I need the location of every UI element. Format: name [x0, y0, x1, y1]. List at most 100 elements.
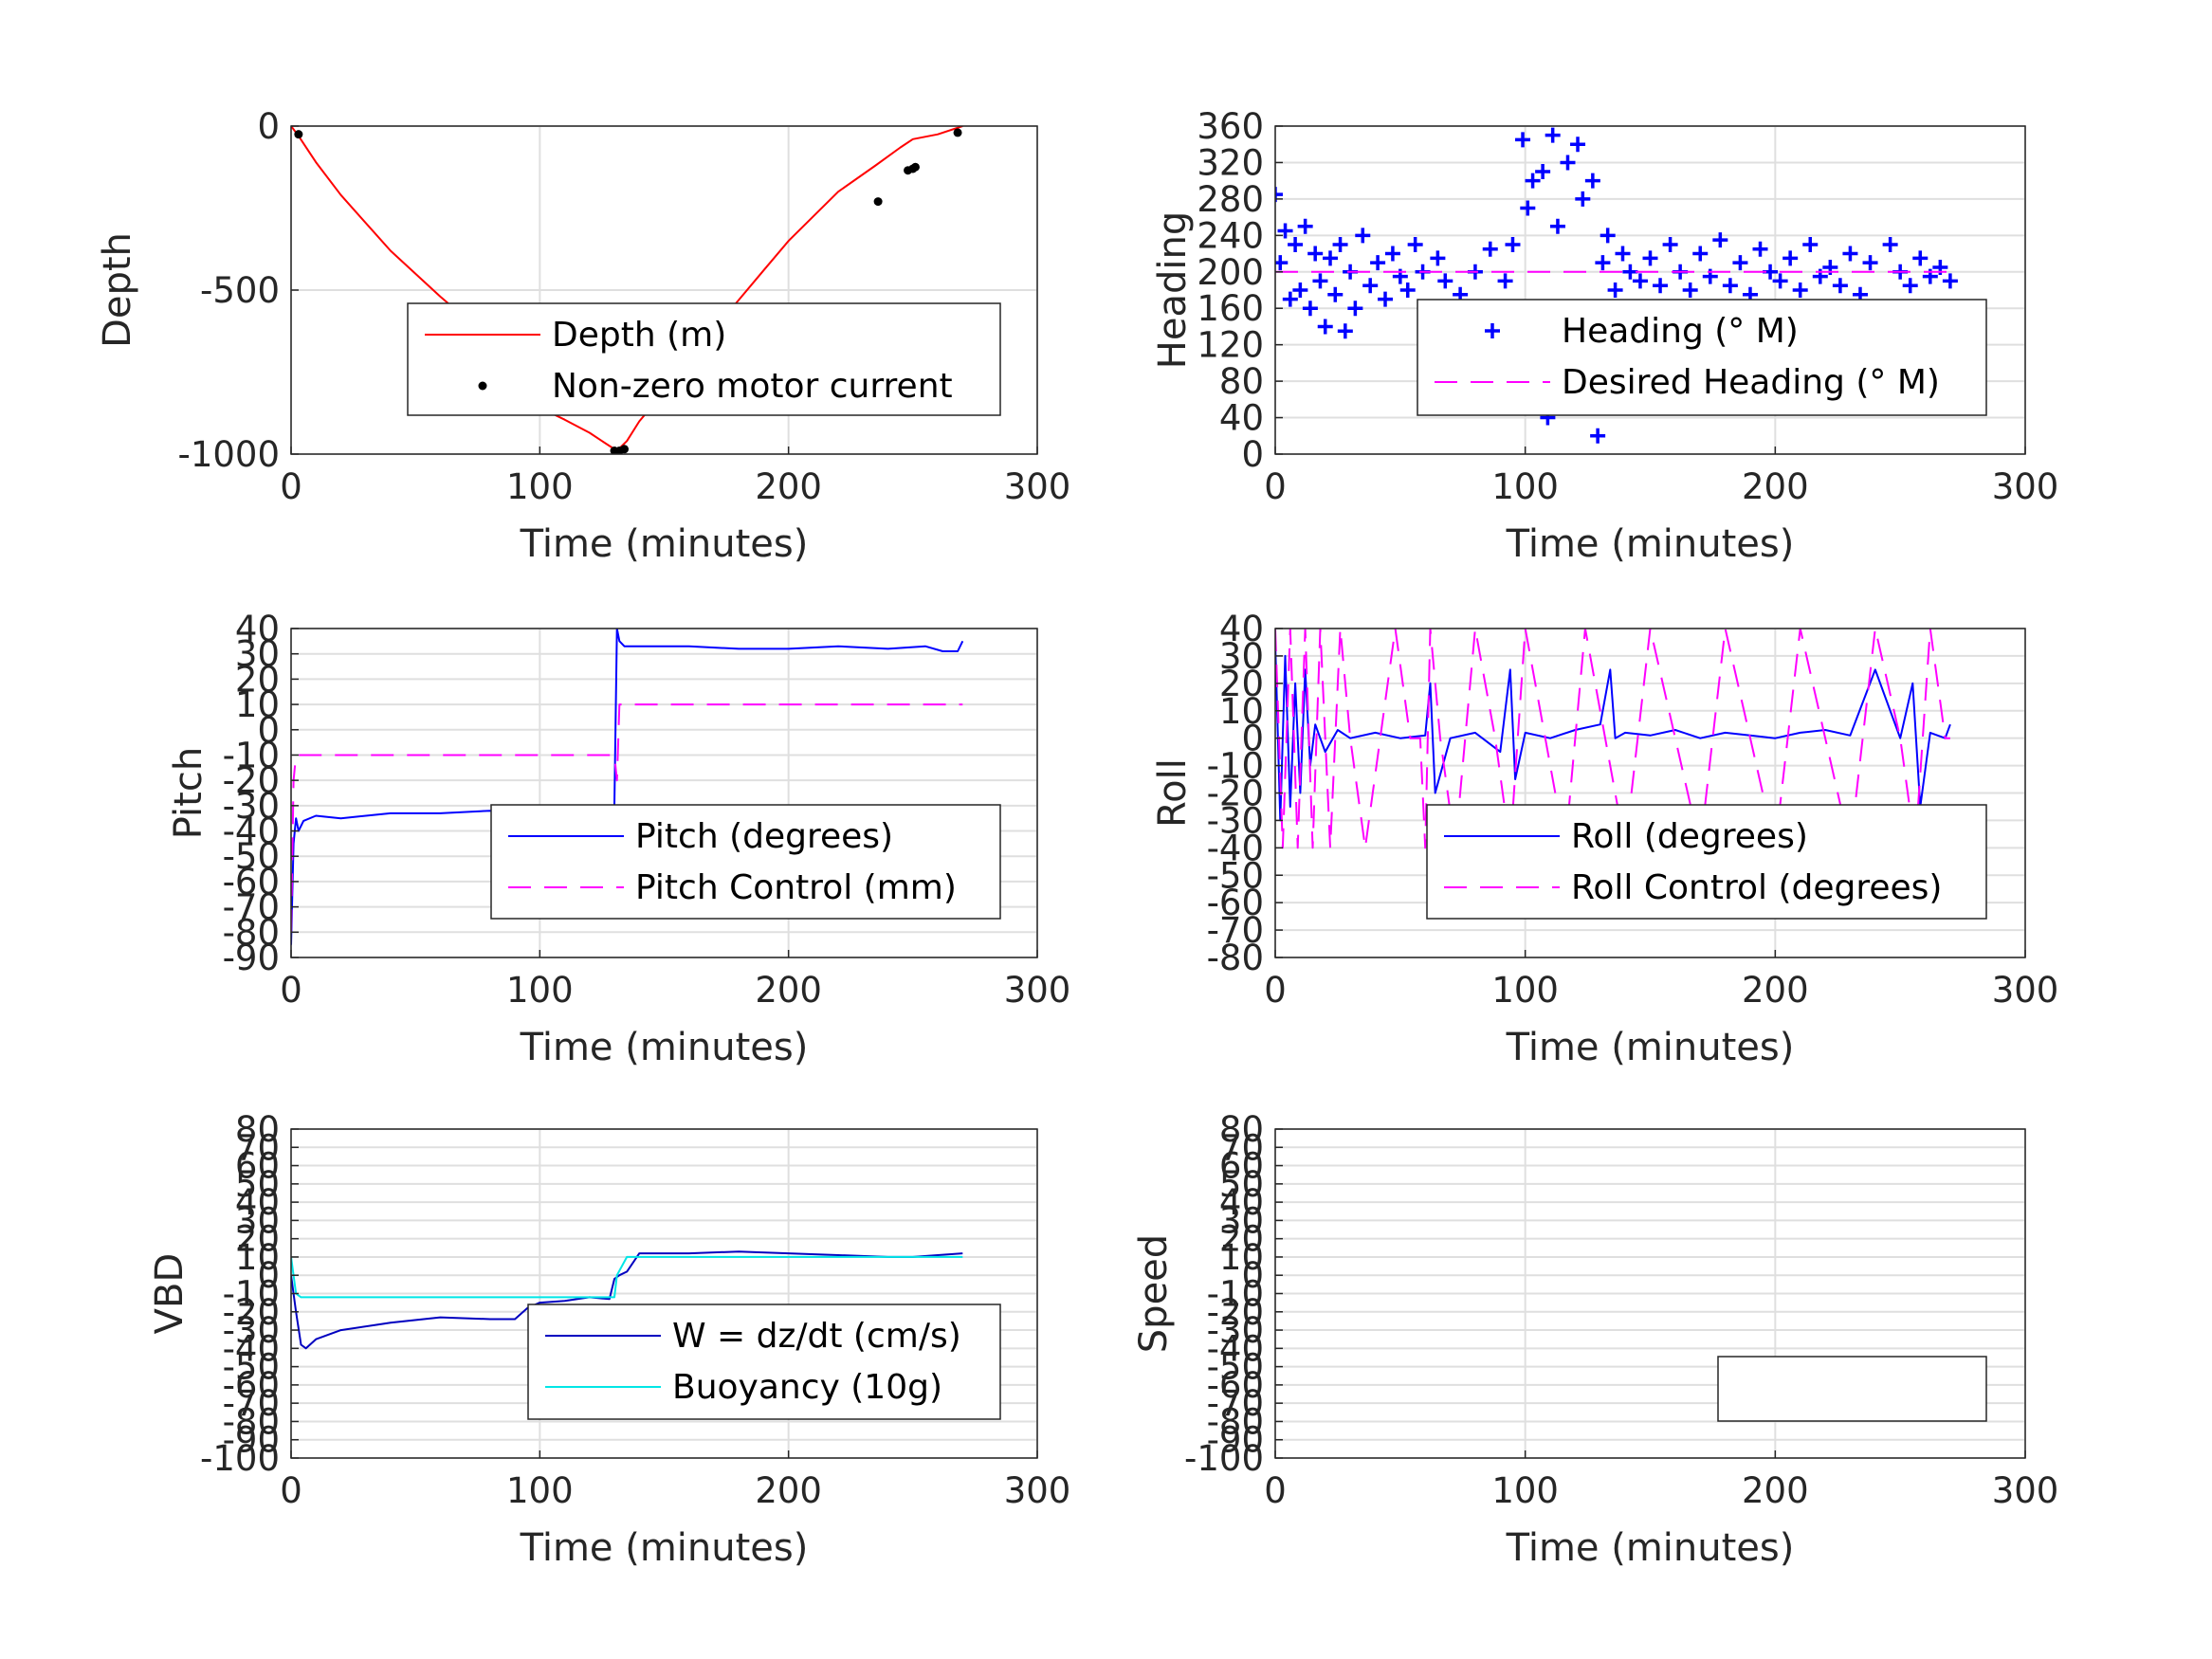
- heading-series-0-point-68: [1712, 232, 1728, 248]
- depth-xlabel: Time (minutes): [520, 522, 809, 566]
- vbd-legend-box: [527, 1304, 1001, 1420]
- heading-xlabel: Time (minutes): [1506, 522, 1795, 566]
- vbd-ytick-label-4: -60: [223, 1365, 280, 1406]
- roll-ytick-label-5: -30: [1207, 800, 1264, 841]
- vbd-ytick-label-12: 20: [235, 1219, 280, 1260]
- heading-series-0-point-40: [1520, 200, 1536, 216]
- roll-ytick-label-0: -80: [1207, 938, 1264, 978]
- heading-series-0-point-80: [1832, 278, 1848, 294]
- vbd-ytick-label-8: -20: [223, 1292, 280, 1333]
- pitch-ytick-label-1: -80: [223, 912, 280, 953]
- pitch-legend: Pitch (degrees) Pitch Control (mm): [490, 804, 1001, 920]
- pitch-ytick-label-8: -10: [223, 735, 280, 775]
- pitch-xtick-label-3: 300: [1004, 970, 1071, 1011]
- roll-legend: Roll (degrees) Roll Control (degrees): [1426, 804, 1987, 920]
- heading-series-0-point-54: [1590, 428, 1606, 444]
- depth-legend: Depth (m) Non-zero motor current: [407, 302, 1001, 416]
- heading-series-0-point-14: [1337, 323, 1353, 339]
- heading-series-0-point-36: [1497, 273, 1513, 289]
- heading-ytick-label-5: 200: [1197, 252, 1264, 293]
- vbd-xtick-label-3: 300: [1004, 1470, 1071, 1511]
- depth-ytick-label-1: -500: [200, 270, 280, 311]
- roll-ytick-label-4: -40: [1207, 828, 1264, 868]
- vbd-ytick-label-18: 80: [235, 1109, 280, 1150]
- vbd-legend-label-1: Buoyancy (10g): [672, 1368, 942, 1407]
- subplot-roll: 0 100 200 300-80-70-60-50-40-30-20-10010203…: [1151, 609, 2058, 1069]
- pitch-ytick-label-4: -50: [223, 836, 280, 877]
- depth-legend-label-1: Non-zero motor current: [552, 367, 953, 406]
- depth-series-0-line: [291, 126, 963, 452]
- speed-legend: [1717, 1356, 1987, 1422]
- speed-ytick-label-11: 10: [1219, 1237, 1264, 1278]
- depth-data: [291, 126, 963, 454]
- speed-xlabel: Time (minutes): [1506, 1526, 1795, 1570]
- speed-xtick-label-2: 200: [1742, 1470, 1809, 1511]
- heading-series-0-point-75: [1782, 250, 1799, 266]
- vbd-ytick-label-10: 0: [257, 1255, 280, 1296]
- heading-ytick-label-9: 360: [1197, 106, 1264, 147]
- depth-xtick-label-2: 200: [755, 466, 822, 507]
- pitch-ytick-label-10: 10: [235, 684, 280, 725]
- heading-series-0-point-57: [1607, 283, 1623, 298]
- heading-series-0-point-11: [1323, 250, 1339, 266]
- heading-series-0-point-7: [1302, 301, 1318, 317]
- heading-series-0-point-60: [1632, 273, 1648, 289]
- pitch-ytick-label-5: -40: [223, 811, 280, 852]
- heading-ytick-label-3: 120: [1197, 325, 1264, 366]
- speed-ytick-label-14: 40: [1219, 1182, 1264, 1223]
- depth-ytick-label-0: -1000: [177, 434, 280, 475]
- heading-series-0-point-87: [1902, 278, 1918, 294]
- heading-series-0-point-62: [1653, 278, 1669, 294]
- pitch-ytick-label-7: -20: [223, 760, 280, 801]
- heading-series-0-point-3: [1282, 291, 1298, 307]
- depth-ylabel: Depth: [96, 232, 139, 348]
- heading-series-0-point-65: [1682, 283, 1698, 298]
- heading-series-0-point-48: [1560, 155, 1576, 171]
- speed-ytick-label-15: 50: [1219, 1164, 1264, 1205]
- heading-series-0-point-21: [1384, 246, 1400, 262]
- speed-ytick-label-7: -30: [1207, 1310, 1264, 1351]
- heading-series-0-point-34: [1482, 241, 1498, 257]
- vbd-ytick-label-15: 50: [235, 1164, 280, 1205]
- heading-series-0-point-6: [1297, 218, 1313, 234]
- vbd-ytick-label-14: 40: [235, 1182, 280, 1223]
- heading-series-0-point-77: [1802, 236, 1819, 252]
- heading-series-0-point-13: [1332, 236, 1348, 252]
- heading-series-0-point-27: [1430, 250, 1446, 266]
- heading-series-0-point-88: [1912, 250, 1929, 266]
- heading-series-0-point-5: [1292, 283, 1308, 298]
- vbd-ytick-label-2: -80: [223, 1401, 280, 1442]
- speed-ytick-label-8: -20: [1207, 1292, 1264, 1333]
- pitch-ytick-label-3: -60: [223, 862, 280, 902]
- vbd-xtick-label-1: 100: [506, 1470, 574, 1511]
- heading-legend: Heading (° M) Desired Heading (° M): [1417, 299, 1987, 416]
- pitch-ytick-label-0: -90: [223, 938, 280, 978]
- pitch-ytick-label-13: 40: [235, 609, 280, 649]
- subplot-depth: 0 100 200 300 -1000 -500 0 Time (minutes) Depth D…: [96, 106, 1070, 566]
- depth-series-1-point-4: [873, 197, 883, 207]
- pitch-ytick-label-6: -30: [223, 786, 280, 827]
- heading-series-0-point-45: [1545, 127, 1561, 143]
- roll-xtick-label-2: 200: [1742, 970, 1809, 1011]
- vbd-ytick-label-13: 30: [235, 1200, 280, 1241]
- roll-data: [1275, 629, 1951, 849]
- depth-legend-label-0: Depth (m): [552, 316, 726, 355]
- vbd-ytick-label-6: -40: [223, 1328, 280, 1369]
- roll-ytick-label-10: 20: [1219, 664, 1264, 704]
- vbd-ytick-label-16: 60: [235, 1146, 280, 1187]
- speed-xtick-label-3: 300: [1992, 1470, 2059, 1511]
- heading-series-0-point-63: [1662, 236, 1678, 252]
- vbd-ytick-label-11: 10: [235, 1237, 280, 1278]
- vbd-xtick-label-2: 200: [755, 1470, 822, 1511]
- heading-series-0-point-46: [1549, 218, 1565, 234]
- vbd-ytick-label-0: -100: [200, 1438, 280, 1479]
- pitch-ylabel: Pitch: [167, 747, 210, 839]
- depth-legend-box: [407, 302, 1001, 416]
- roll-ytick-label-7: -10: [1207, 746, 1264, 787]
- heading-series-0-point-41: [1525, 173, 1541, 189]
- heading-series-0-point-4: [1288, 236, 1304, 252]
- depth-xtick-label-1: 100: [506, 466, 574, 507]
- subplot-speed: 0 100 200 300-100-90-80-70-60-50-40-30-20-1…: [1132, 1109, 2058, 1570]
- depth-series-1-point-0: [294, 130, 303, 139]
- pitch-xlabel: Time (minutes): [520, 1026, 809, 1069]
